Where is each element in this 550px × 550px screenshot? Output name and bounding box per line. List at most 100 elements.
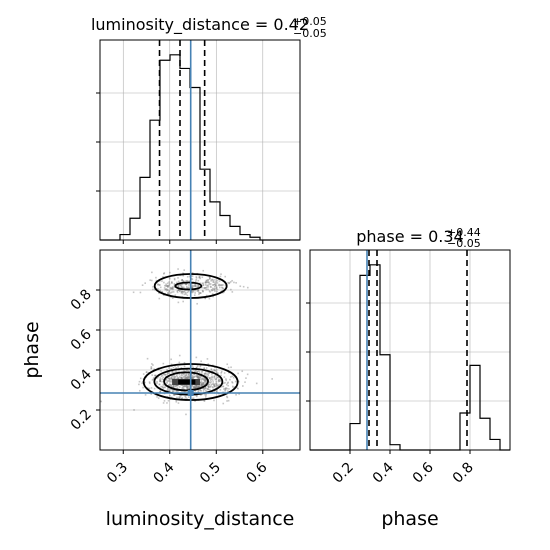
scatter-point xyxy=(173,282,176,285)
scatter-point xyxy=(225,378,227,380)
scatter-point xyxy=(167,285,169,288)
scatter-point xyxy=(206,281,208,283)
scatter-point xyxy=(180,377,183,380)
scatter-point xyxy=(161,380,163,383)
scatter-point xyxy=(192,375,194,378)
scatter-point xyxy=(226,387,229,390)
scatter-point xyxy=(180,374,183,377)
scatter-point xyxy=(231,375,234,377)
scatter-point xyxy=(182,300,184,303)
phase-hist-title-sub: −0.05 xyxy=(447,237,481,250)
scatter-point xyxy=(186,387,189,390)
scatter-point xyxy=(201,383,204,386)
scatter-point xyxy=(228,388,230,390)
scatter-point xyxy=(150,279,153,282)
lum-frame xyxy=(99,39,301,241)
scatter-point xyxy=(183,290,186,293)
scatter-point xyxy=(159,380,162,382)
scatter-point xyxy=(157,376,160,378)
scatter-point xyxy=(220,372,223,374)
scatter-point xyxy=(173,394,176,397)
scatter-point xyxy=(191,278,194,281)
phase-xtick-label-1: 0.4 xyxy=(370,459,397,486)
scatter-point xyxy=(174,375,177,378)
scatter-point xyxy=(206,358,209,360)
scatter-point xyxy=(167,285,170,287)
scatter-point xyxy=(178,386,181,388)
scatter-point xyxy=(202,382,205,385)
scatter-point xyxy=(221,286,223,289)
scatter-point xyxy=(171,291,173,293)
scatter-point xyxy=(212,284,215,286)
scatter-point xyxy=(204,377,206,380)
scatter-point xyxy=(176,387,179,389)
scatter-point xyxy=(171,391,174,393)
scatter-point xyxy=(195,276,198,278)
scatter-point xyxy=(177,286,179,288)
scatter-point xyxy=(214,385,216,388)
scatter-point xyxy=(208,278,211,280)
scatter-point xyxy=(235,393,237,396)
scatter-point xyxy=(173,390,175,392)
scatter-point xyxy=(170,288,172,290)
scatter-point xyxy=(159,390,161,393)
scatter-point xyxy=(158,292,160,294)
scatter-point xyxy=(207,388,209,391)
scatter-point xyxy=(212,379,214,381)
scatter-point xyxy=(155,279,158,282)
scatter-point xyxy=(196,376,199,379)
scatter-point xyxy=(167,292,169,295)
scatter-point xyxy=(146,387,149,389)
scatter-point xyxy=(202,290,204,293)
scatter-point xyxy=(197,377,200,380)
scatter-point xyxy=(202,282,205,285)
scatter-point xyxy=(213,390,216,393)
scatter-point xyxy=(144,394,147,396)
scatter-point xyxy=(217,376,219,379)
scatter-point xyxy=(171,282,173,284)
scatter-point xyxy=(194,386,196,388)
scatter-point xyxy=(224,389,227,391)
scatter-point xyxy=(178,289,180,291)
scatter-point xyxy=(163,384,165,386)
scatter-point xyxy=(204,383,207,386)
scatter-point xyxy=(182,291,184,293)
scatter-point xyxy=(224,284,227,287)
scatter-point xyxy=(183,385,186,388)
scatter-point xyxy=(184,377,187,380)
scatter-point xyxy=(174,365,176,367)
scatter-point xyxy=(185,396,187,399)
scatter-point xyxy=(166,382,168,385)
scatter-point xyxy=(179,284,181,286)
scatter-point xyxy=(210,378,213,380)
scatter-point xyxy=(203,373,206,376)
scatter-point xyxy=(177,402,180,404)
scatter-point xyxy=(183,293,186,296)
scatter-point xyxy=(168,385,170,387)
scatter-point xyxy=(165,288,167,290)
scatter-point xyxy=(176,384,178,386)
scatter-point xyxy=(174,294,177,297)
scatter-point xyxy=(199,381,202,384)
x-axis-label-phase: phase xyxy=(381,508,438,530)
scatter-point xyxy=(182,280,185,282)
scatter-point xyxy=(175,400,178,403)
scatter-point xyxy=(163,400,166,402)
scatter-point xyxy=(193,373,196,376)
scatter-point xyxy=(180,292,183,294)
scatter-point xyxy=(138,380,141,383)
scatter-point xyxy=(185,386,188,388)
scatter-point xyxy=(158,297,161,300)
scatter-point xyxy=(167,372,169,375)
scatter-point xyxy=(246,373,249,376)
scatter-point xyxy=(242,385,244,387)
scatter-point xyxy=(164,373,167,376)
scatter-point xyxy=(186,386,189,389)
scatter-point xyxy=(204,280,207,283)
scatter-point xyxy=(164,379,167,382)
scatter-point xyxy=(207,371,209,374)
scatter-point xyxy=(197,376,200,378)
scatter-point xyxy=(223,291,225,293)
scatter-point xyxy=(227,281,229,284)
scatter-point xyxy=(194,370,197,373)
